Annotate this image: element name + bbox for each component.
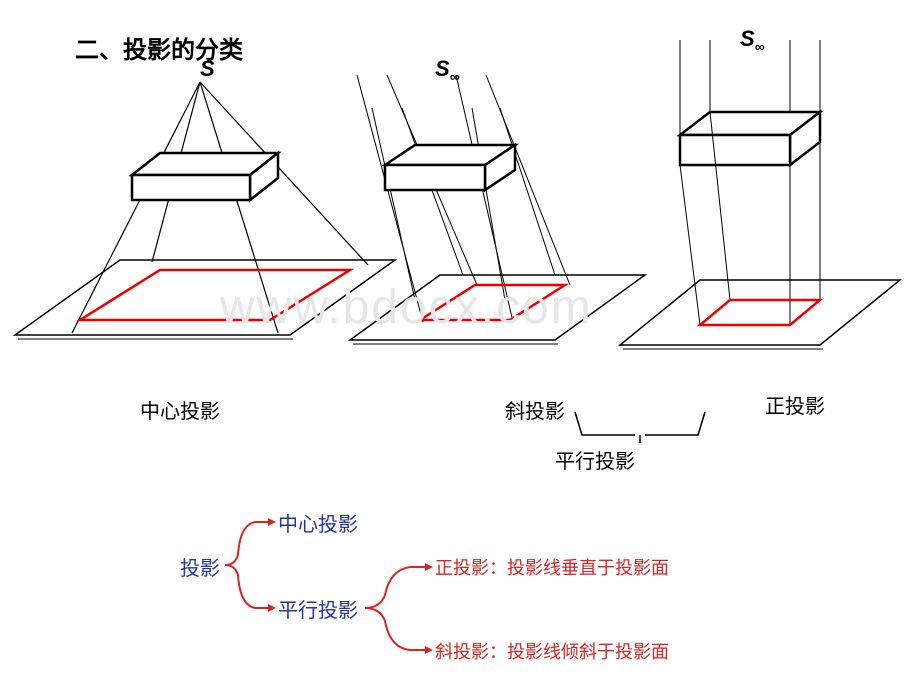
ortho-caption: 正投影 <box>765 390 825 419</box>
classification-tree <box>225 518 433 654</box>
ortho-source-label: S∞ <box>740 26 765 54</box>
center-caption: 中心投影 <box>140 395 220 424</box>
tree-parallel: 平行投影 <box>278 594 358 623</box>
tree-root: 投影 <box>180 552 220 581</box>
oblique-projection-figure <box>350 75 645 344</box>
ortho-projection-figure <box>620 40 900 349</box>
oblique-source-label: S∞ <box>435 56 460 84</box>
tree-ortho: 正投影：投影线垂直于投影面 <box>435 554 669 580</box>
oblique-caption: 斜投影 <box>505 395 565 424</box>
parallel-caption: 平行投影 <box>555 445 635 474</box>
tree-oblique: 斜投影：投影线倾斜于投影面 <box>435 638 669 664</box>
parallel-bracket <box>575 412 705 443</box>
center-projection-figure <box>15 82 395 339</box>
tree-center: 中心投影 <box>278 508 358 537</box>
projection-diagrams <box>0 0 920 690</box>
center-source-label: S <box>200 56 215 82</box>
